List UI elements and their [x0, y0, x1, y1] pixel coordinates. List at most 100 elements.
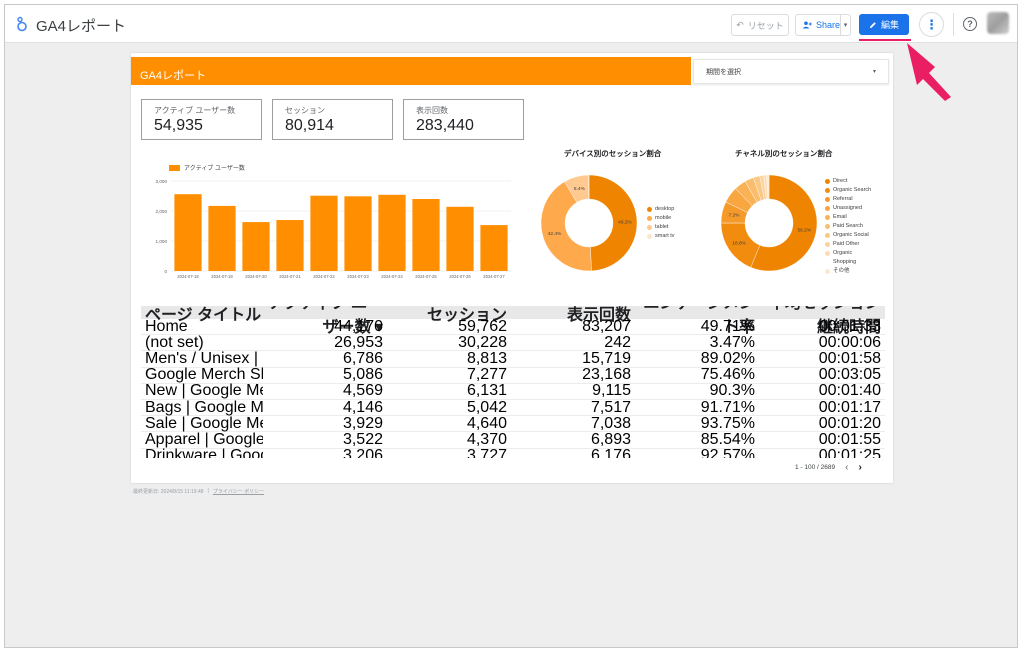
table-row[interactable]: Men's / Unisex | Google Merch Shop 6,786 8…	[141, 349, 885, 368]
table-cell: 00:01:20	[818, 414, 881, 432]
share-dropdown-button[interactable]: ▾	[841, 21, 850, 29]
legend-item[interactable]: tablet	[647, 223, 675, 232]
bar[interactable]	[208, 205, 236, 271]
report-name[interactable]: GA4レポート	[36, 18, 127, 35]
table-cell: 83,207	[582, 317, 631, 335]
legend-item[interactable]: Organic Shopping	[825, 249, 871, 267]
kpi-value: 80,914	[285, 117, 334, 134]
legend-item[interactable]: desktop	[647, 205, 675, 214]
column-header[interactable]: エンゲージメント率	[643, 306, 755, 336]
kpi-active-users: アクティブ ユーザー数 54,935	[141, 99, 262, 140]
table-row[interactable]: Drinkware | Google Merch Shop 3,206 3,727 6…	[141, 447, 885, 458]
legend-label: アクティブ ユーザー数	[184, 166, 245, 172]
table-row[interactable]: New | Google Merch Shop 4,569 6,131 9,115 90…	[141, 382, 885, 400]
legend-label: Organic Search	[833, 187, 872, 193]
table-cell: 00:03:05	[818, 366, 881, 384]
table-cell: 90.3%	[709, 382, 755, 400]
date-range-picker[interactable]: 期間を選択 ▾	[693, 59, 889, 84]
active-users-bar-chart: 0 1,000 2,000 3,000 2024-07-18 2024-07-19 2024…	[156, 179, 511, 279]
column-header[interactable]: 表示回数	[566, 306, 631, 324]
table-row[interactable]: Bags | Google Merch Shop 4,146 5,042 7,517 9…	[141, 398, 885, 417]
legend-item[interactable]: Organic Search	[825, 186, 871, 195]
legend-dot	[825, 206, 830, 211]
legend-item[interactable]: Referral	[825, 195, 871, 204]
table-row[interactable]: Home 44,170 59,762 83,207 49.71% 00:01:33	[141, 317, 885, 336]
legend-dot	[825, 188, 830, 193]
kpi-label: アクティブ ユーザー数	[154, 106, 236, 115]
bar[interactable]	[310, 195, 338, 271]
legend-dot	[647, 207, 652, 212]
table-cell: 3,206	[342, 447, 383, 458]
reset-button[interactable]: ↶ リセット	[731, 14, 789, 36]
privacy-policy-link[interactable]: プライバシー ポリシー	[212, 489, 265, 495]
legend-item[interactable]: Unassigned	[825, 204, 871, 213]
bar[interactable]	[480, 225, 508, 271]
bar[interactable]	[378, 194, 406, 271]
donut-slice[interactable]	[540, 181, 592, 272]
donut-slice[interactable]	[588, 174, 638, 272]
slice-label: 49.2%	[618, 220, 632, 226]
legend-item[interactable]: Email	[825, 213, 871, 222]
edit-button[interactable]: 編集	[859, 14, 909, 35]
chevron-right-icon[interactable]: ›	[858, 462, 862, 473]
legend-item[interactable]: Organic Social	[825, 231, 871, 240]
donut-slice[interactable]	[766, 174, 770, 200]
page-title-table: ページ タイトル アクティブ ユーザー数 ▾ セッション 表示回数 エンゲージメ…	[141, 306, 885, 458]
chevron-left-icon[interactable]: ‹	[845, 462, 849, 473]
slice-label: 56.2%	[798, 227, 812, 233]
table-cell: 44,170	[334, 317, 383, 335]
bar[interactable]	[276, 220, 304, 271]
toolbar-divider	[953, 13, 954, 36]
legend-dot	[647, 216, 652, 221]
legend-item[interactable]: mobile	[647, 214, 675, 223]
column-header[interactable]: ページ タイトル	[145, 306, 262, 324]
table-cell: 6,131	[466, 382, 507, 400]
table-row[interactable]: (not set) 26,953 30,228 242 3.47% 00:00:06	[141, 333, 885, 352]
share-button-group: Share ▾	[795, 14, 851, 36]
bar[interactable]	[446, 206, 474, 271]
table-cell: 3,929	[342, 414, 383, 432]
table-cell: 7,517	[590, 398, 631, 416]
pagination-range: 1 - 100 / 2689	[795, 464, 836, 471]
legend-swatch	[169, 164, 180, 171]
legend-item[interactable]: Direct	[825, 177, 871, 186]
bar[interactable]	[174, 194, 202, 271]
reset-icon: ↶	[736, 19, 744, 30]
slice-label: 8.4%	[574, 186, 586, 192]
table-cell: 4,146	[342, 398, 383, 416]
legend-item[interactable]: smart tv	[647, 232, 675, 241]
legend-dot	[647, 225, 652, 230]
table-cell: 00:01:40	[818, 382, 881, 400]
share-button[interactable]: Share	[796, 15, 841, 35]
column-header[interactable]: アクティブ ユーザー数 ▾	[268, 306, 383, 336]
table-cell: 26,953	[334, 333, 383, 351]
help-icon[interactable]: ?	[963, 17, 977, 31]
table-cell: 23,168	[582, 366, 631, 384]
last-updated: 最終更新日: 2024/8/15 11:19:48	[133, 489, 204, 495]
add-person-icon	[802, 21, 812, 29]
bar[interactable]	[412, 199, 440, 271]
channel-chart-title: チャネル別のセッション割合	[735, 149, 833, 158]
legend-item[interactable]: Paid Search	[825, 222, 871, 231]
table-cell: 5,086	[342, 366, 383, 384]
column-header[interactable]: 平均セッション継続時間	[769, 306, 881, 336]
table-cell: Home	[145, 317, 188, 335]
table-cell: 89.02%	[700, 349, 755, 367]
column-header[interactable]: セッション	[426, 306, 507, 324]
table-row[interactable]: Apparel | Google Merch Shop 3,522 4,370 6,8…	[141, 431, 885, 449]
avatar[interactable]	[987, 12, 1009, 34]
table-cell: 93.75%	[700, 414, 755, 432]
bar[interactable]	[344, 196, 372, 271]
table-cell: 3.47%	[709, 333, 755, 351]
bar[interactable]	[242, 222, 270, 271]
legend-item[interactable]: その他	[825, 267, 871, 276]
legend-item[interactable]: Paid Other	[825, 240, 871, 249]
legend-dot	[825, 269, 830, 274]
table-row[interactable]: Sale | Google Merch Shop 3,929 4,640 7,038 9…	[141, 414, 885, 433]
x-tick-label: 2024-07-18	[177, 274, 199, 279]
device-donut-chart: 49.2% 42.4% 8.4%	[540, 174, 638, 272]
table-row[interactable]: Google Merch Shop 5,086 7,277 23,168 75.46% 0…	[141, 366, 885, 384]
more-options-button[interactable]: ⋮	[919, 12, 944, 37]
x-tick-label: 2024-07-26	[449, 274, 471, 279]
legend-dot	[825, 179, 830, 184]
